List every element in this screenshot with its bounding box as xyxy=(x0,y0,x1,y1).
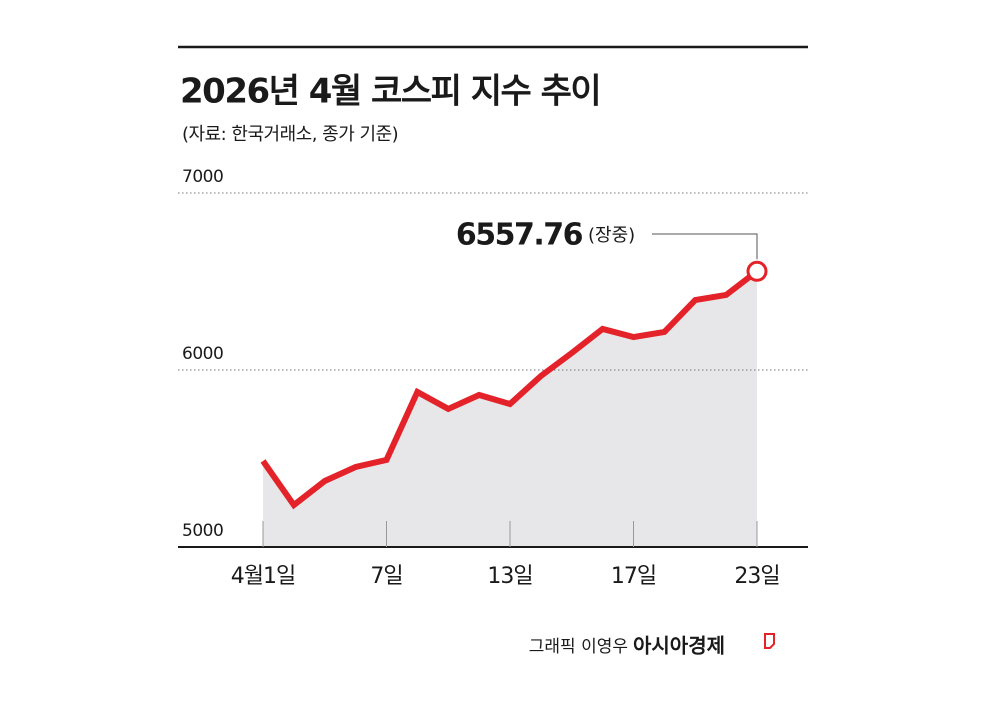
chart-title: 2026년 4월 코스피 지수 추이 xyxy=(180,72,600,112)
annotation: (장중) xyxy=(588,225,635,246)
brand-icon xyxy=(764,633,775,649)
line xyxy=(260,268,759,510)
x-tick-label: 23일 xyxy=(734,564,779,589)
brand: 아시아경제 xyxy=(633,634,725,658)
x-tick-label: 17일 xyxy=(611,564,656,589)
leader-line xyxy=(652,233,758,260)
value-label: 6557.76 xyxy=(456,218,583,253)
credit: 그래픽 이영우 xyxy=(529,637,628,657)
x-tick-label: 4월1일 xyxy=(231,564,295,589)
last-point xyxy=(746,260,768,282)
y-tick-label: 6000 xyxy=(182,344,223,364)
x-tick-label: 7일 xyxy=(370,564,402,589)
y-tick-label: 5000 xyxy=(182,521,223,541)
chart-subtitle: (자료: 한국거래소, 종가 기준) xyxy=(182,124,398,145)
y-tick-label: 7000 xyxy=(182,167,223,187)
x-tick-label: 13일 xyxy=(487,564,532,589)
plot: 5000 6000 7000 4월1일 7일 13일 17일 23일 6557.76 (장중) xyxy=(178,167,808,589)
area xyxy=(263,271,757,547)
